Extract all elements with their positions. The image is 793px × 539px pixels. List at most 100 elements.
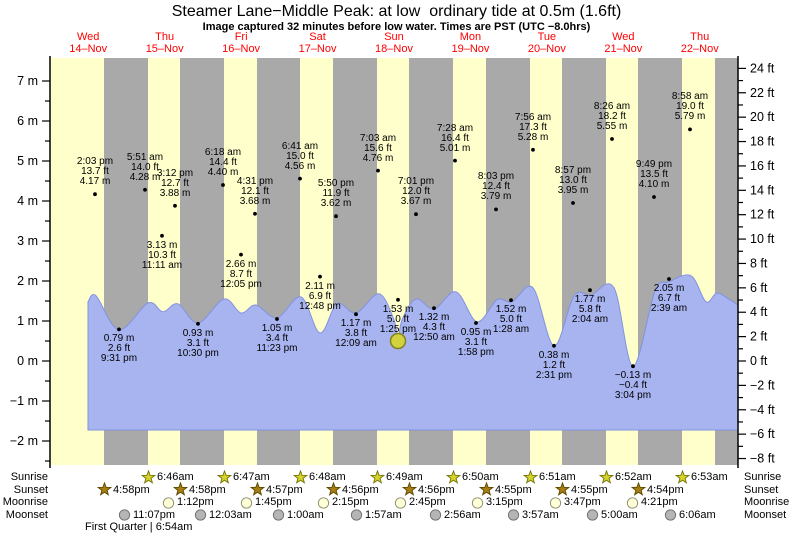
moonset-circle-icon xyxy=(272,509,285,521)
moonset-event: 1:00am xyxy=(271,508,324,522)
tide-point-dot xyxy=(196,321,200,326)
tide-low-label: −0.13 m −0.4 ft 3:04 pm xyxy=(597,371,669,401)
right-axis-tick-label: −8 ft xyxy=(750,452,775,466)
tide-label-line: 9:49 pm xyxy=(635,159,673,170)
left-axis-tick-label: 7 m xyxy=(17,74,38,88)
tide-label-line: 5.55 m xyxy=(596,121,628,132)
astro-event-time: 11:07pm xyxy=(133,508,175,521)
tide-label-line: 7:03 am xyxy=(359,132,397,144)
tide-low-label: 1.52 m 5.0 ft 1:28 am xyxy=(475,305,547,335)
tide-label-line: 4.17 m xyxy=(79,176,111,188)
left-axis-tick-label: 2 m xyxy=(17,274,38,288)
tide-low-label: 1.17 m 3.8 ft 12:09 am xyxy=(320,319,392,349)
day-weekday: Tue xyxy=(537,31,557,43)
tide-label-line: 5:50 pm xyxy=(317,178,355,190)
sunset-star-icon xyxy=(250,482,265,496)
astro-event-time: 6:51am xyxy=(539,471,576,483)
astro-event-time: 6:48am xyxy=(309,471,346,483)
tide-label-line: 12.1 ft xyxy=(241,185,269,197)
tide-point-dot xyxy=(588,288,592,293)
tide-label-line: 2.05 m xyxy=(653,283,685,294)
moonrise-event: 3:47pm xyxy=(548,495,601,509)
tide-point-dot xyxy=(354,312,358,317)
day-label: Mon 19–Nov xyxy=(432,31,508,55)
tide-label-line: 1.2 ft xyxy=(542,359,566,371)
sunset-star-icon xyxy=(555,482,570,496)
moonrise-circle-icon xyxy=(317,496,330,509)
astro-event-time: 6:46am xyxy=(157,471,194,483)
tide-label-line: 2:03 pm xyxy=(76,156,114,168)
tide-label-line: 2:04 am xyxy=(571,314,609,326)
right-axis-tick-label: 10 ft xyxy=(750,232,775,246)
tide-point-dot xyxy=(667,277,671,281)
day-weekday: Sat xyxy=(309,31,326,43)
tide-label-line: 3.79 m xyxy=(480,191,512,203)
tide-high-label: 8:03 pm 12.4 ft 3.79 m xyxy=(460,172,532,202)
moonset-circle-icon xyxy=(664,509,677,521)
right-axis-tick-label: 18 ft xyxy=(750,135,775,149)
tide-point-dot xyxy=(688,127,692,132)
tide-low-label: 2.11 m 6.9 ft 12:48 pm xyxy=(284,281,356,312)
tide-label-line: 12.7 ft xyxy=(161,177,189,189)
tide-high-label: 8:57 pm 13.0 ft 3.95 m xyxy=(537,166,609,196)
astro-event-time: 1:57am xyxy=(365,508,402,521)
moonrise-circle-icon xyxy=(549,496,562,509)
moonrise-circle-icon xyxy=(626,496,639,509)
sunrise-star-icon xyxy=(370,469,385,484)
moonrise-event: 2:45pm xyxy=(393,495,446,509)
sunrise-star-icon xyxy=(675,469,690,484)
day-weekday: Mon xyxy=(459,31,482,43)
tide-point-dot xyxy=(93,192,97,197)
moonrise-circle-icon xyxy=(471,496,484,509)
tide-label-line: −0.4 ft xyxy=(618,380,648,392)
astro-event-time: 4:57pm xyxy=(266,483,303,496)
left-axis-tick-label: −1 m xyxy=(10,394,38,408)
tide-label-line: 1.05 m xyxy=(261,323,293,334)
chart-subtitle: Image captured 32 minutes before low wat… xyxy=(202,21,591,33)
tide-label-line: 3.1 ft xyxy=(464,337,488,348)
tide-label-line: 4.10 m xyxy=(638,179,670,190)
day-label: Wed 14–Nov xyxy=(50,31,126,55)
moonrise-event: 4:21pm xyxy=(625,495,678,509)
moonset-circle-icon xyxy=(586,509,599,521)
tide-point-dot xyxy=(334,214,338,219)
astro-event-time: 3:15pm xyxy=(486,496,523,508)
tide-label-line: 4.76 m xyxy=(362,152,394,164)
astro-event-time: 4:21pm xyxy=(641,496,678,508)
tide-point-dot xyxy=(160,233,164,238)
sunset-event: 4:57pm xyxy=(250,482,303,497)
astro-event-time: 4:56pm xyxy=(342,483,379,496)
right-axis-tick-label: 2 ft xyxy=(750,330,768,344)
moonset-event: 6:06am xyxy=(663,508,716,522)
right-axis-tick-label: −4 ft xyxy=(750,403,775,417)
right-axis-tick-label: 0 ft xyxy=(750,354,768,368)
tide-point-dot xyxy=(571,201,575,205)
astro-event-time: 2:45pm xyxy=(409,496,446,508)
tide-point-dot xyxy=(376,168,380,173)
tide-label-line: 3.13 m xyxy=(146,239,178,251)
moonset-event: 1:57am xyxy=(349,508,402,522)
day-date: 18–Nov xyxy=(375,43,413,55)
astro-event-time: 6:53am xyxy=(691,471,728,483)
sunrise-star-icon xyxy=(599,469,614,484)
tide-label-line: 15.6 ft xyxy=(364,142,392,154)
tide-label-line: 12:05 pm xyxy=(220,278,262,290)
tide-low-label: 0.38 m 1.2 ft 2:31 pm xyxy=(518,350,590,381)
page-title: Steamer Lane−Middle Peak: at low ordinar… xyxy=(171,3,622,20)
tide-point-dot xyxy=(509,298,513,303)
sunrise-event: 6:51am xyxy=(523,469,576,484)
tide-label-line: 7:56 am xyxy=(514,111,552,123)
left-axis-tick-label: 0 m xyxy=(17,354,38,368)
tide-label-line: 10.3 ft xyxy=(148,249,176,261)
day-weekday: Sun xyxy=(384,31,404,43)
day-label: Thu 15–Nov xyxy=(127,31,203,55)
tide-high-label: 7:28 am 16.4 ft 5.01 m xyxy=(419,123,491,154)
tide-label-line: 3:04 pm xyxy=(614,390,652,402)
tide-label-line: 6.9 ft xyxy=(308,290,332,302)
day-label: Wed 21–Nov xyxy=(585,31,661,55)
astro-row-label-moonrise-left: Moonrise xyxy=(2,496,48,508)
tide-label-line: 19.0 ft xyxy=(676,101,704,113)
moonrise-circle-icon xyxy=(394,496,407,509)
astro-row-label-sunset-right: Sunset xyxy=(744,483,779,496)
